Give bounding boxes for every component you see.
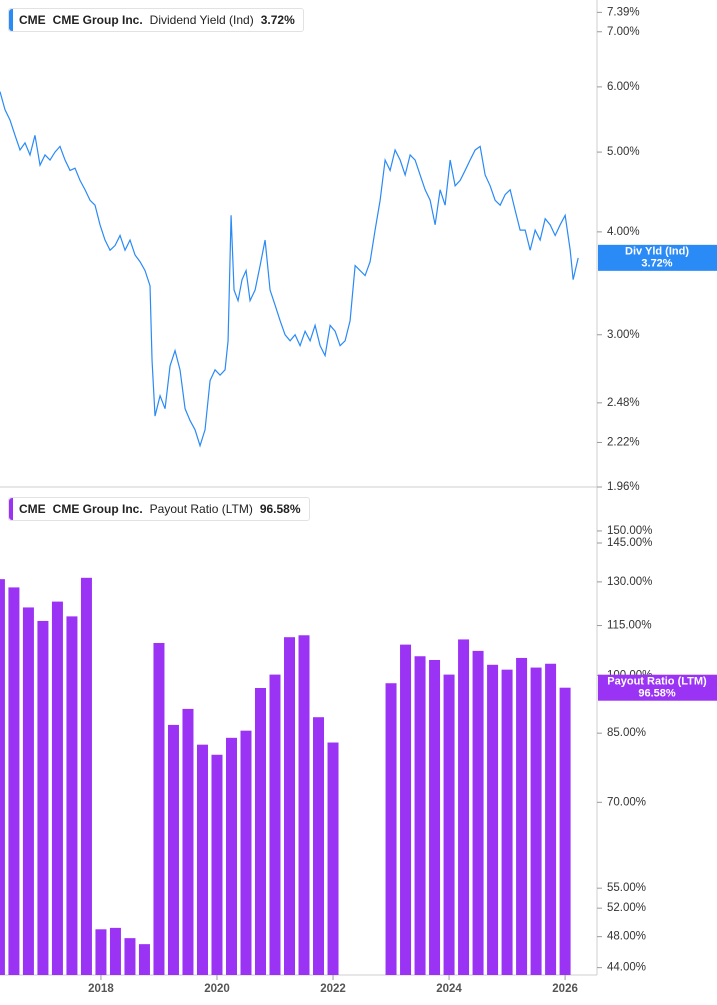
value-tag-value: 96.58% bbox=[638, 688, 676, 700]
legend-ticker: CME bbox=[19, 502, 46, 516]
bar bbox=[458, 639, 470, 975]
bar bbox=[400, 644, 412, 975]
y-tick-label: 85.00% bbox=[607, 727, 646, 739]
bar bbox=[153, 642, 165, 975]
bar bbox=[138, 944, 150, 975]
bar bbox=[225, 737, 237, 975]
y-tick-label: 150.00% bbox=[607, 525, 652, 537]
bar bbox=[182, 708, 194, 975]
x-tick-label: 2024 bbox=[436, 983, 462, 995]
y-tick-label: 115.00% bbox=[607, 620, 652, 632]
value-tag-label: Payout Ratio (LTM) bbox=[607, 676, 707, 688]
legend: CME CME Group Inc. Payout Ratio (LTM) 96.58… bbox=[8, 497, 310, 521]
bar bbox=[269, 674, 281, 975]
bar bbox=[254, 687, 266, 975]
bar bbox=[472, 650, 484, 975]
bar bbox=[429, 659, 441, 975]
legend-swatch bbox=[9, 9, 13, 31]
bar bbox=[0, 579, 5, 975]
legend-series: Payout Ratio (LTM) bbox=[149, 502, 253, 516]
y-tick-label: 1.96% bbox=[607, 481, 640, 493]
bar bbox=[95, 929, 107, 975]
bar bbox=[167, 724, 179, 975]
bar bbox=[313, 717, 325, 975]
bar bbox=[298, 635, 310, 975]
y-tick-label: 3.00% bbox=[607, 329, 640, 341]
y-tick-label: 55.00% bbox=[607, 882, 646, 894]
bar bbox=[66, 616, 78, 975]
legend-swatch bbox=[9, 498, 13, 520]
bar bbox=[240, 730, 252, 975]
legend: CME CME Group Inc. Dividend Yield (Ind) 3.7… bbox=[8, 8, 304, 32]
bar bbox=[8, 587, 20, 975]
y-tick-label: 52.00% bbox=[607, 902, 646, 914]
bar bbox=[443, 674, 455, 975]
y-tick-label: 70.00% bbox=[607, 796, 646, 808]
legend-company: CME Group Inc. bbox=[52, 502, 143, 516]
y-tick-label: 2.22% bbox=[607, 436, 640, 448]
legend-value: 96.58% bbox=[259, 502, 301, 516]
value-tag: Div Yld (Ind)3.72% bbox=[598, 244, 717, 271]
bar bbox=[211, 754, 223, 975]
bar bbox=[414, 656, 426, 975]
legend-ticker: CME bbox=[19, 13, 46, 27]
y-tick-label: 4.00% bbox=[607, 226, 640, 238]
bar bbox=[284, 637, 296, 975]
y-tick-label: 145.00% bbox=[607, 537, 652, 549]
x-tick-label: 2022 bbox=[320, 983, 346, 995]
bar bbox=[327, 742, 339, 975]
y-tick-label: 48.00% bbox=[607, 931, 646, 943]
bar bbox=[51, 601, 63, 975]
value-tag-label: Div Yld (Ind) bbox=[625, 246, 689, 258]
bar bbox=[559, 687, 571, 975]
y-tick-label: 130.00% bbox=[607, 576, 652, 588]
bar bbox=[385, 683, 397, 975]
bar bbox=[487, 664, 499, 975]
x-tick-label: 2018 bbox=[88, 983, 114, 995]
y-tick-label: 5.00% bbox=[607, 146, 640, 158]
y-tick-label: 44.00% bbox=[607, 962, 646, 974]
legend-series: Dividend Yield (Ind) bbox=[149, 13, 254, 27]
bar bbox=[80, 577, 92, 975]
y-tick-label: 6.00% bbox=[607, 81, 640, 93]
bar bbox=[196, 744, 208, 975]
y-tick-label: 2.48% bbox=[607, 397, 640, 409]
legend-company: CME Group Inc. bbox=[52, 13, 143, 27]
bar bbox=[516, 657, 528, 975]
value-tag-value: 3.72% bbox=[641, 258, 672, 270]
value-tag-box bbox=[598, 674, 717, 701]
line bbox=[0, 91, 579, 448]
x-tick-label: 2026 bbox=[552, 983, 578, 995]
legend-value: 3.72% bbox=[260, 13, 295, 27]
x-tick-label: 2020 bbox=[204, 983, 230, 995]
y-tick-label: 7.00% bbox=[607, 26, 640, 38]
bar bbox=[109, 927, 121, 975]
bar bbox=[530, 667, 542, 975]
bar bbox=[37, 620, 49, 975]
value-tag: Payout Ratio (LTM)96.58% bbox=[598, 674, 717, 701]
bar bbox=[22, 607, 34, 975]
y-tick-label: 7.39% bbox=[607, 6, 640, 18]
bar bbox=[545, 663, 557, 975]
bar bbox=[124, 938, 136, 975]
value-tag-box bbox=[598, 244, 717, 271]
bar bbox=[501, 669, 513, 975]
